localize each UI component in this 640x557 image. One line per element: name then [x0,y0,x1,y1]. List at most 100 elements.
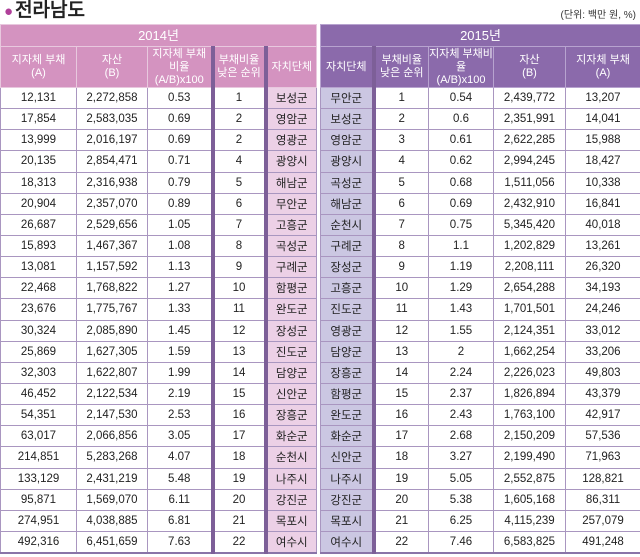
value-cell: 0.54 [428,86,494,110]
value-cell: 2,622,285 [493,129,566,152]
value-cell: 1.1 [428,234,494,258]
table-row: 22,468 1,768,822 1.27 10 함평군 [0,277,318,300]
region-name-cell: 구례군 [263,256,318,279]
value-cell: 19 [371,467,429,490]
year-header-2015: 2015년 [319,24,640,47]
value-cell: 2,439,772 [493,86,566,110]
region-name-cell: 고흥군 [263,213,318,236]
value-cell: 5.38 [428,488,494,511]
region-name-cell: 해남군 [263,171,318,194]
value-cell: 2,226,023 [493,361,566,384]
region-name-cell: 신안군 [320,446,374,469]
value-cell: 257,079 [564,509,640,532]
value-cell: 2,994,245 [493,150,566,173]
value-cell: 2,654,288 [493,277,566,300]
value-cell: 1 [210,86,266,110]
value-cell: 16,841 [564,192,640,215]
value-cell: 42,917 [564,404,640,427]
region-name-cell: 강진군 [320,488,374,511]
table-row: 함평군 15 2.37 1,826,894 43,379 [320,382,640,406]
value-cell: 13,081 [0,256,77,279]
table-row: 32,303 1,622,807 1.99 14 담양군 [0,361,318,384]
value-cell: 14 [371,361,429,384]
table-row: 담양군 13 2 1,662,254 33,206 [320,340,640,363]
table-row: 여수시 22 7.46 6,583,825 491,248 [320,530,640,554]
value-cell: 13,261 [564,234,640,258]
value-cell: 3.05 [147,425,213,448]
table-row: 26,687 2,529,656 1.05 7 고흥군 [0,213,318,236]
region-name-cell: 무안군 [263,192,318,215]
table-row: 목포시 21 6.25 4,115,239 257,079 [320,509,640,532]
table-row: 완도군 16 2.43 1,763,100 42,917 [320,404,640,427]
bullet-icon: ● [4,3,14,20]
value-cell: 3.27 [428,446,494,469]
value-cell: 2,529,656 [76,213,148,236]
table-2015: 2015년 자치단체 부채비율 낮은 순위 지자체 부채비율 (A/B)x100 자산… [319,24,640,554]
value-cell: 1.05 [147,213,213,236]
value-cell: 6.11 [147,488,213,511]
region-name-cell: 장성군 [320,256,374,279]
value-cell: 6.81 [147,509,213,532]
table-row: 해남군 6 0.69 2,432,910 16,841 [320,192,640,215]
value-cell: 12 [371,319,429,342]
value-cell: 2,124,351 [493,319,566,342]
region-name-cell: 진도군 [320,298,374,321]
value-cell: 1,701,501 [493,298,566,321]
value-cell: 1,569,070 [76,488,148,511]
year-header-2014: 2014년 [0,24,318,47]
value-cell: 1 [371,86,429,110]
value-cell: 2,351,991 [493,108,566,131]
value-cell: 5.05 [428,467,494,490]
value-cell: 1.59 [147,340,213,363]
region-name-cell: 장성군 [263,319,318,342]
table-row: 광양시 4 0.62 2,994,245 18,427 [320,150,640,173]
table-row: 영광군 12 1.55 2,124,351 33,012 [320,319,640,342]
value-cell: 18,427 [564,150,640,173]
table-row: 무안군 1 0.54 2,439,772 13,207 [320,86,640,110]
value-cell: 1,202,829 [493,234,566,258]
value-cell: 26,687 [0,213,77,236]
region-name-cell: 강진군 [263,488,318,511]
value-cell: 6,451,659 [76,530,148,554]
value-cell: 491,248 [564,530,640,554]
value-cell: 32,303 [0,361,77,384]
value-cell: 86,311 [564,488,640,511]
value-cell: 0.69 [147,129,213,152]
title-text: 전라남도 [15,0,85,21]
value-cell: 0.62 [428,150,494,173]
value-cell: 2,583,035 [76,108,148,131]
value-cell: 2,357,070 [76,192,148,215]
table-row: 진도군 11 1.43 1,701,501 24,246 [320,298,640,321]
value-cell: 49,803 [564,361,640,384]
region-name-cell: 목포시 [320,509,374,532]
value-cell: 23,676 [0,298,77,321]
value-cell: 0.6 [428,108,494,131]
value-cell: 9 [210,256,266,279]
value-cell: 274,951 [0,509,77,532]
value-cell: 1.33 [147,298,213,321]
value-cell: 30,324 [0,319,77,342]
value-cell: 15,988 [564,129,640,152]
value-cell: 1,627,305 [76,340,148,363]
value-cell: 16 [210,404,266,427]
value-cell: 2.24 [428,361,494,384]
value-cell: 1.43 [428,298,494,321]
value-cell: 16 [371,404,429,427]
value-cell: 8 [210,234,266,258]
value-cell: 4 [371,150,429,173]
table-row: 영암군 3 0.61 2,622,285 15,988 [320,129,640,152]
column-header: 부채비율 낮은 순위 [210,46,266,88]
table-row: 곡성군 5 0.68 1,511,056 10,338 [320,171,640,194]
table-row: 63,017 2,066,856 3.05 17 화순군 [0,425,318,448]
value-cell: 18 [210,446,266,469]
table-row: 25,869 1,627,305 1.59 13 진도군 [0,340,318,363]
value-cell: 6 [210,192,266,215]
value-cell: 2,150,209 [493,425,566,448]
value-cell: 20 [210,488,266,511]
value-cell: 0.68 [428,171,494,194]
value-cell: 14 [210,361,266,384]
table-2014: 2014년 지자체 부채 (A) 자산 (B) 지자체 부채비율 (A/B)x100… [0,24,318,554]
value-cell: 2,122,534 [76,382,148,406]
region-name-cell: 여수시 [320,530,374,554]
value-cell: 18 [371,446,429,469]
